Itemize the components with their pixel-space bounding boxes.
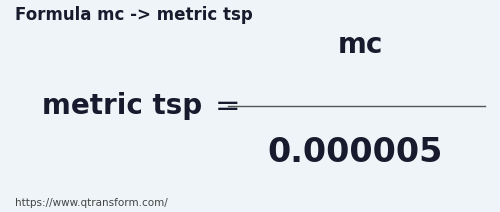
Text: =: =	[214, 92, 240, 120]
Text: 0.000005: 0.000005	[268, 136, 442, 169]
Text: metric tsp: metric tsp	[42, 92, 202, 120]
Text: Formula mc -> metric tsp: Formula mc -> metric tsp	[15, 6, 253, 24]
Text: mc: mc	[338, 31, 382, 59]
Text: https://www.qtransform.com/: https://www.qtransform.com/	[15, 198, 168, 208]
